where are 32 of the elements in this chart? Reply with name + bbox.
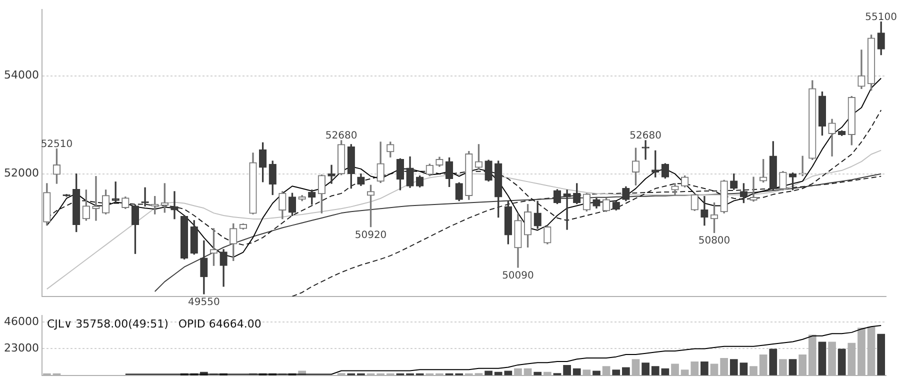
bar [642, 362, 650, 376]
bar [769, 348, 778, 376]
bar [563, 364, 571, 376]
bar [740, 362, 748, 376]
annotation: 50920 [354, 230, 387, 241]
y-tick-label: 54000 [4, 68, 39, 82]
bar [818, 342, 826, 376]
bar [572, 368, 581, 376]
annotation: CJL∨ 35758.00(49:51) [47, 318, 168, 331]
annotation: 52510 [40, 138, 73, 150]
annotation: 50800 [698, 236, 730, 247]
candlestick [92, 176, 100, 221]
bar [651, 366, 660, 376]
bar [877, 334, 886, 376]
bar [622, 367, 630, 376]
candlestick [750, 176, 758, 202]
bar [700, 361, 708, 376]
annotation: 52680 [630, 130, 662, 142]
annotation: 52680 [325, 130, 358, 142]
bar [838, 348, 846, 376]
annotation: OPID 64664.00 [178, 318, 262, 331]
y-tick-label: 52000 [4, 166, 39, 180]
bar [612, 370, 620, 376]
bar [788, 359, 797, 376]
bar [730, 359, 738, 376]
candlestick [563, 190, 571, 230]
annotation: 50090 [502, 270, 534, 282]
annotation: 55100 [865, 12, 897, 23]
y-tick-label: 23000 [4, 342, 39, 355]
candlestick [328, 164, 336, 184]
annotation: 49550 [188, 296, 220, 308]
y-tick-label: 46000 [4, 314, 39, 328]
